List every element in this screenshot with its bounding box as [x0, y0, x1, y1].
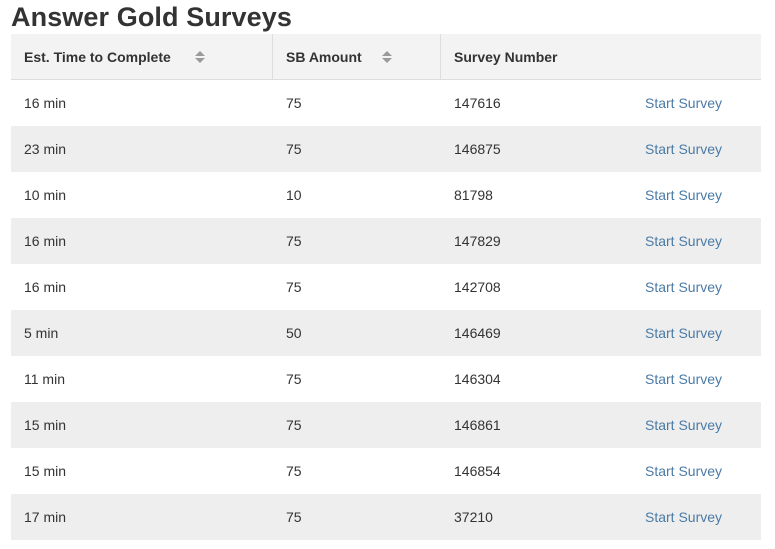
start-survey-link[interactable]: Start Survey — [645, 279, 723, 295]
column-header-amount[interactable]: SB Amount — [273, 34, 441, 79]
start-survey-link[interactable]: Start Survey — [645, 141, 723, 157]
start-survey-link[interactable]: Start Survey — [645, 325, 723, 341]
sb-amount-cell: 50 — [286, 325, 302, 341]
time-cell: 16 min — [24, 233, 67, 249]
action-cell: Start Survey — [631, 417, 761, 433]
time-cell: 15 min — [24, 463, 67, 479]
sb-amount-cell: 75 — [286, 233, 302, 249]
sb-amount-cell: 75 — [286, 417, 302, 433]
time-cell: 10 min — [24, 187, 67, 203]
sb-amount-cell: 75 — [286, 371, 302, 387]
table-row: 16 min 75 142708 Start Survey — [11, 264, 761, 310]
survey-number-cell: 147616 — [454, 95, 501, 111]
sb-amount-cell: 75 — [286, 279, 302, 295]
table-row: 17 min 75 37210 Start Survey — [11, 494, 761, 540]
start-survey-link[interactable]: Start Survey — [645, 187, 723, 203]
table-row: 23 min 75 146875 Start Survey — [11, 126, 761, 172]
start-survey-link[interactable]: Start Survey — [645, 417, 723, 433]
table-row: 5 min 50 146469 Start Survey — [11, 310, 761, 356]
sb-amount-cell: 75 — [286, 141, 302, 157]
survey-table: Est. Time to Complete SB Amount Survey N… — [11, 34, 761, 540]
action-cell: Start Survey — [631, 279, 761, 295]
start-survey-link[interactable]: Start Survey — [645, 509, 723, 525]
action-cell: Start Survey — [631, 187, 761, 203]
start-survey-link[interactable]: Start Survey — [645, 463, 723, 479]
action-cell: Start Survey — [631, 325, 761, 341]
survey-number-cell: 142708 — [454, 279, 501, 295]
action-cell: Start Survey — [631, 95, 761, 111]
table-row: 11 min 75 146304 Start Survey — [11, 356, 761, 402]
action-cell: Start Survey — [631, 233, 761, 249]
sb-amount-cell: 10 — [286, 187, 302, 203]
table-row: 10 min 10 81798 Start Survey — [11, 172, 761, 218]
table-row: 16 min 75 147616 Start Survey — [11, 80, 761, 126]
survey-number-cell: 147829 — [454, 233, 501, 249]
table-row: 16 min 75 147829 Start Survey — [11, 218, 761, 264]
survey-number-cell: 146469 — [454, 325, 501, 341]
start-survey-link[interactable]: Start Survey — [645, 95, 723, 111]
sort-arrows-icon[interactable] — [382, 50, 392, 63]
time-cell: 11 min — [24, 371, 65, 387]
column-header-label: Est. Time to Complete — [24, 48, 171, 65]
time-cell: 5 min — [24, 325, 59, 341]
survey-number-cell: 37210 — [454, 509, 493, 525]
sb-amount-cell: 75 — [286, 95, 302, 111]
column-header-label: Survey Number — [454, 48, 558, 65]
start-survey-link[interactable]: Start Survey — [645, 233, 723, 249]
survey-number-cell: 146854 — [454, 463, 501, 479]
action-cell: Start Survey — [631, 141, 761, 157]
table-row: 15 min 75 146861 Start Survey — [11, 402, 761, 448]
column-header-time[interactable]: Est. Time to Complete — [11, 34, 273, 79]
column-header-label: SB Amount — [286, 48, 362, 65]
time-cell: 16 min — [24, 95, 67, 111]
start-survey-link[interactable]: Start Survey — [645, 371, 723, 387]
survey-number-cell: 146861 — [454, 417, 501, 433]
sb-amount-cell: 75 — [286, 509, 302, 525]
action-cell: Start Survey — [631, 371, 761, 387]
table-header: Est. Time to Complete SB Amount Survey N… — [11, 34, 761, 80]
time-cell: 16 min — [24, 279, 67, 295]
time-cell: 15 min — [24, 417, 67, 433]
time-cell: 23 min — [24, 141, 67, 157]
column-header-survey-number: Survey Number — [441, 34, 631, 79]
survey-number-cell: 146304 — [454, 371, 501, 387]
column-header-action — [631, 34, 761, 79]
sort-arrows-icon[interactable] — [195, 50, 205, 63]
page-title: Answer Gold Surveys — [11, 2, 292, 32]
time-cell: 17 min — [24, 509, 67, 525]
sb-amount-cell: 75 — [286, 463, 302, 479]
action-cell: Start Survey — [631, 463, 761, 479]
table-body: 16 min 75 147616 Start Survey 23 min 75 146875… — [11, 80, 761, 540]
survey-number-cell: 81798 — [454, 187, 493, 203]
table-row: 15 min 75 146854 Start Survey — [11, 448, 761, 494]
action-cell: Start Survey — [631, 509, 761, 525]
survey-number-cell: 146875 — [454, 141, 501, 157]
